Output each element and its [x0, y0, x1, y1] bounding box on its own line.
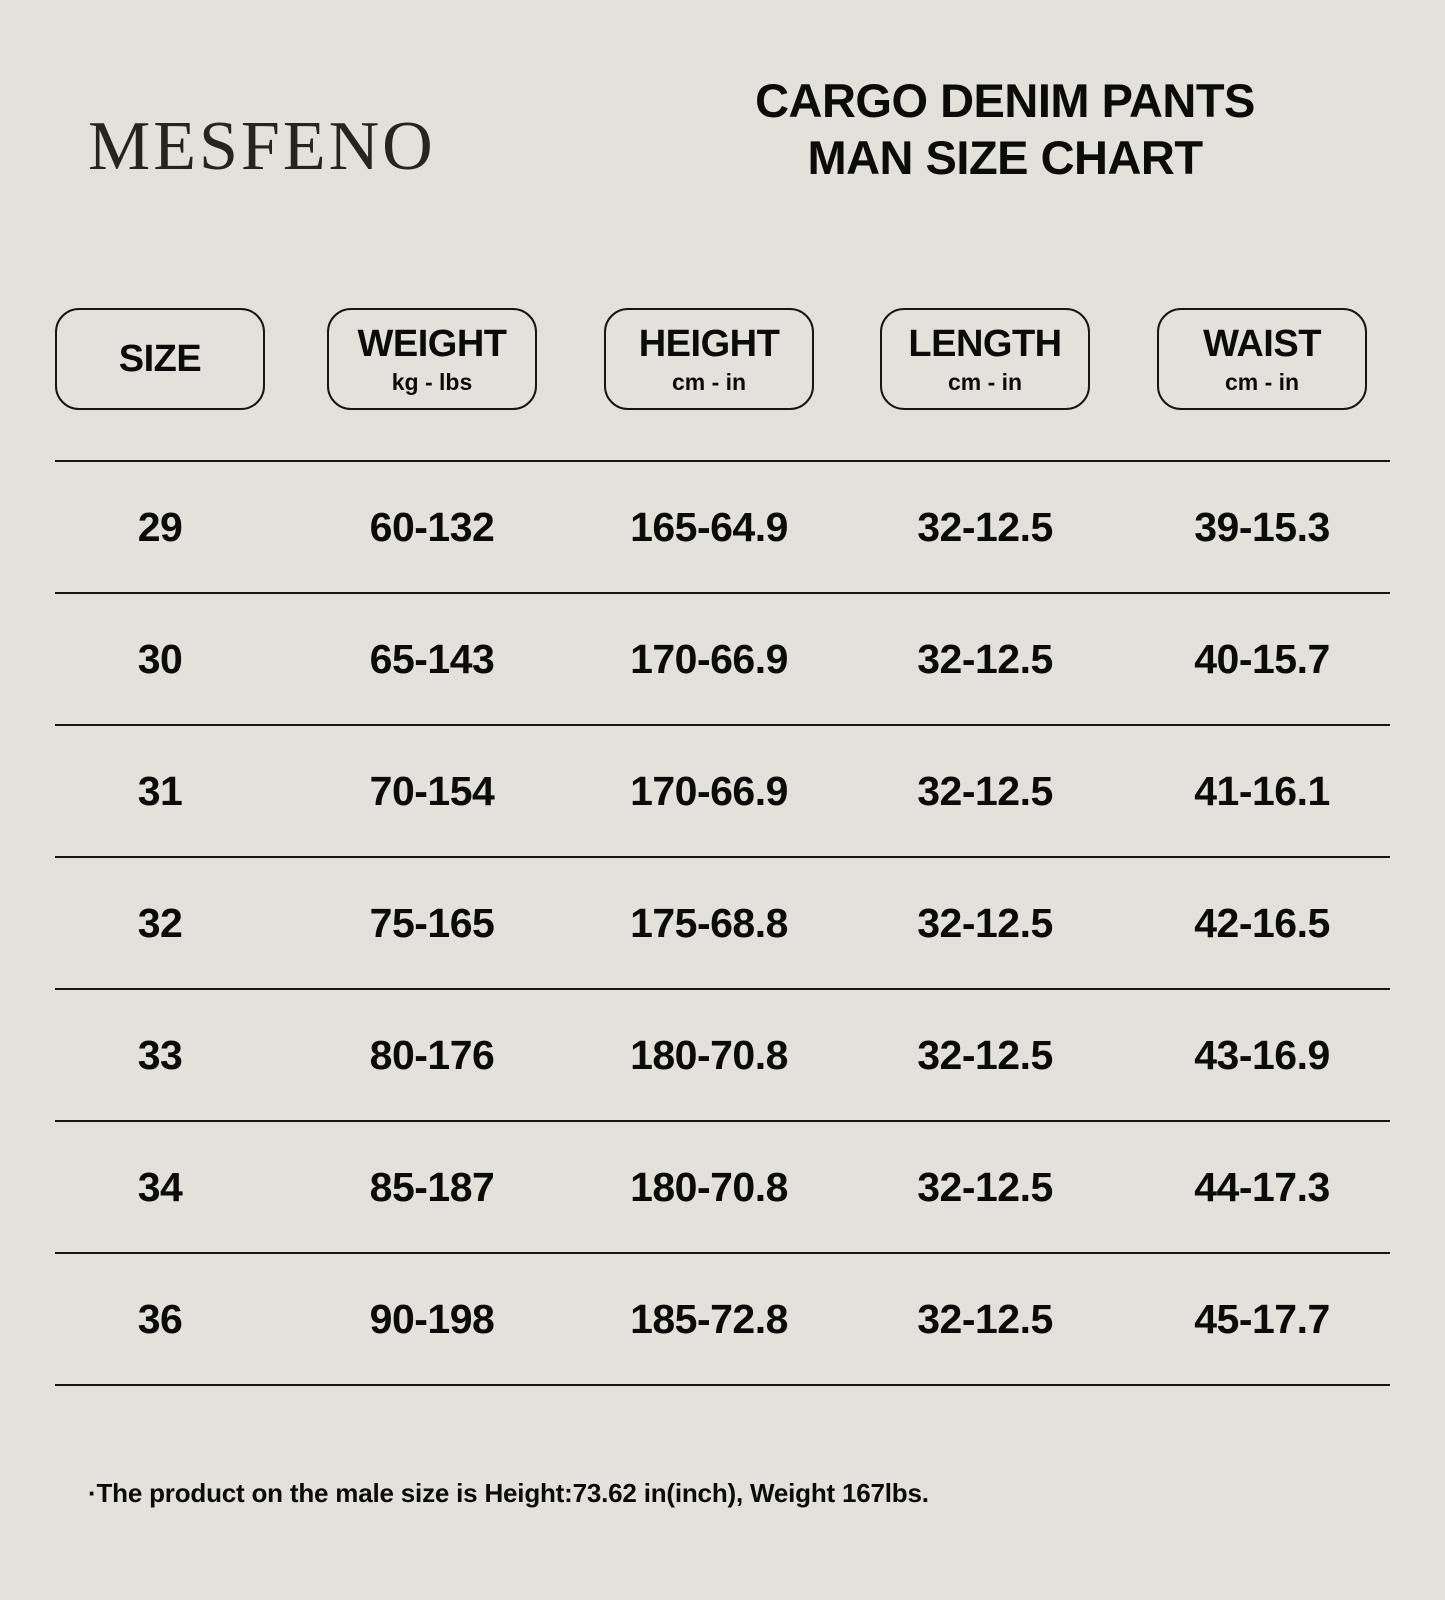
table-rule — [55, 988, 1390, 990]
table-rule — [55, 1384, 1390, 1386]
cell-height: 165-64.9 — [630, 503, 788, 550]
cell-waist: 45-17.7 — [1194, 1295, 1330, 1342]
cell-length: 32-12.5 — [917, 1163, 1053, 1210]
cell-length: 32-12.5 — [917, 503, 1053, 550]
cell-height: 170-66.9 — [630, 767, 788, 814]
column-header-units: cm - in — [947, 368, 1023, 395]
page-title-line-2: MAN SIZE CHART — [807, 131, 1203, 185]
cell-height: 185-72.8 — [630, 1295, 788, 1342]
cell-weight: 80-176 — [369, 1031, 495, 1078]
table-rule — [55, 1252, 1390, 1254]
cell-height: 180-70.8 — [630, 1163, 788, 1210]
table-rule — [55, 724, 1390, 726]
cell-length: 32-12.5 — [917, 899, 1053, 946]
footnote: ·The product on the male size is Height:… — [88, 1478, 929, 1508]
page-title: CARGO DENIM PANTS MAN SIZE CHART — [640, 72, 1370, 187]
table-row: 34 85-187 180-70.8 32-12.5 44-17.3 — [55, 1122, 1390, 1252]
cell-waist: 40-15.7 — [1194, 635, 1330, 682]
table-header-row: SIZE WEIGHT kg - lbs HEIGHT cm - in LENG… — [55, 290, 1390, 460]
table-row: 30 65-143 170-66.9 32-12.5 40-15.7 — [55, 594, 1390, 724]
cell-size: 33 — [137, 1031, 183, 1078]
cell-height: 170-66.9 — [630, 635, 788, 682]
cell-height: 180-70.8 — [630, 1031, 788, 1078]
table-rule — [55, 1120, 1390, 1122]
column-header-units: cm - in — [671, 368, 747, 395]
table-rule — [55, 856, 1390, 858]
cell-waist: 44-17.3 — [1194, 1163, 1330, 1210]
cell-weight: 60-132 — [369, 503, 495, 550]
page-title-line-1: CARGO DENIM PANTS — [755, 74, 1255, 127]
brand-logo: MESFENO — [88, 108, 436, 185]
cell-size: 32 — [137, 899, 183, 946]
chart-header: MESFENO CARGO DENIM PANTS MAN SIZE CHART — [0, 0, 1445, 290]
table-row: 33 80-176 180-70.8 32-12.5 43-16.9 — [55, 990, 1390, 1120]
cell-weight: 85-187 — [369, 1163, 495, 1210]
cell-waist: 43-16.9 — [1194, 1031, 1330, 1078]
table-row: 31 70-154 170-66.9 32-12.5 41-16.1 — [55, 726, 1390, 856]
column-header-waist: WAIST cm - in — [1157, 308, 1367, 410]
cell-length: 32-12.5 — [917, 767, 1053, 814]
cell-weight: 90-198 — [369, 1295, 495, 1342]
column-header-title: WAIST — [1203, 322, 1321, 365]
table-rule — [55, 592, 1390, 594]
column-header-height: HEIGHT cm - in — [604, 308, 814, 410]
cell-length: 32-12.5 — [917, 1031, 1053, 1078]
cell-waist: 42-16.5 — [1194, 899, 1330, 946]
cell-weight: 65-143 — [369, 635, 495, 682]
table-row: 32 75-165 175-68.8 32-12.5 42-16.5 — [55, 858, 1390, 988]
cell-waist: 39-15.3 — [1194, 503, 1330, 550]
cell-size: 31 — [137, 767, 183, 814]
column-header-title: SIZE — [118, 338, 202, 380]
column-header-title: HEIGHT — [638, 322, 780, 365]
cell-length: 32-12.5 — [917, 635, 1053, 682]
cell-length: 32-12.5 — [917, 1295, 1053, 1342]
cell-waist: 41-16.1 — [1194, 767, 1330, 814]
column-header-units: kg - lbs — [391, 368, 473, 395]
table-row: 36 90-198 185-72.8 32-12.5 45-17.7 — [55, 1254, 1390, 1384]
cell-height: 175-68.8 — [630, 899, 788, 946]
table-rule — [55, 460, 1390, 462]
column-header-title: LENGTH — [908, 322, 1062, 365]
column-header-title: WEIGHT — [357, 322, 507, 365]
column-header-units: cm - in — [1224, 368, 1300, 395]
column-header-weight: WEIGHT kg - lbs — [327, 308, 537, 410]
column-header-size: SIZE — [55, 308, 265, 410]
cell-weight: 70-154 — [369, 767, 495, 814]
cell-size: 34 — [137, 1163, 183, 1210]
column-header-length: LENGTH cm - in — [880, 308, 1090, 410]
table-row: 29 60-132 165-64.9 32-12.5 39-15.3 — [55, 462, 1390, 592]
cell-size: 36 — [137, 1295, 183, 1342]
cell-size: 30 — [137, 635, 183, 682]
size-chart-table: SIZE WEIGHT kg - lbs HEIGHT cm - in LENG… — [55, 290, 1390, 1386]
cell-size: 29 — [137, 503, 183, 550]
cell-weight: 75-165 — [369, 899, 495, 946]
